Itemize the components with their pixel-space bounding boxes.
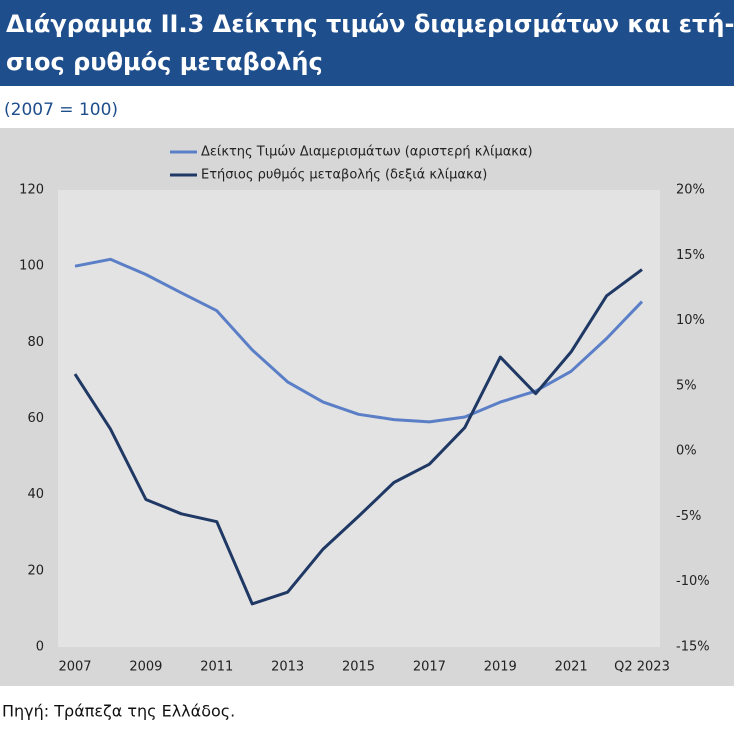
source: Πηγή: Τράπεζα της Ελλάδος.: [2, 702, 235, 721]
legend-label: Δείκτης Τιμών Διαμερισμάτων (αριστερή κλ…: [201, 145, 533, 160]
y-tick-label: 40: [27, 487, 44, 502]
y-tick-label: 120: [19, 183, 44, 198]
y-tick-label: 100: [19, 259, 44, 274]
chart-title: σιος ρυθμός μεταβολής: [6, 48, 323, 76]
title-bar: [0, 0, 734, 86]
plot-area: [58, 190, 660, 647]
y2-tick-label: 10%: [676, 313, 705, 328]
series-line: [73, 268, 643, 606]
x-tick-label: Q2 2023: [614, 660, 670, 675]
y-tick-label: 80: [27, 335, 44, 350]
series-line: [74, 257, 644, 424]
y2-tick-label: 15%: [676, 248, 705, 263]
y2-tick-label: 20%: [676, 183, 705, 198]
x-tick-label: 2021: [555, 660, 588, 675]
y-tick-label: 0: [36, 640, 44, 655]
y2-tick-label: -5%: [676, 509, 701, 524]
x-tick-label: 2007: [58, 660, 91, 675]
y2-tick-label: -10%: [676, 574, 710, 589]
x-tick-label: 2019: [484, 660, 517, 675]
legend-label: Ετήσιος ρυθμός μεταβολής (δεξιά κλίμακα): [201, 168, 487, 183]
y2-tick-label: 0%: [676, 444, 697, 459]
x-tick-label: 2015: [342, 660, 375, 675]
x-tick-label: 2011: [200, 660, 233, 675]
x-tick-label: 2017: [413, 660, 446, 675]
x-tick-label: 2009: [129, 660, 162, 675]
y-tick-label: 60: [27, 411, 44, 426]
chart-title: Διάγραμμα ΙΙ.3 Δείκτης τιμών διαμερισμάτ…: [6, 10, 734, 38]
y-tick-label: 20: [27, 563, 44, 578]
subtitle: (2007 = 100): [4, 100, 118, 120]
y2-tick-label: -15%: [676, 640, 710, 655]
y2-tick-label: 5%: [676, 378, 697, 393]
x-tick-label: 2013: [271, 660, 304, 675]
